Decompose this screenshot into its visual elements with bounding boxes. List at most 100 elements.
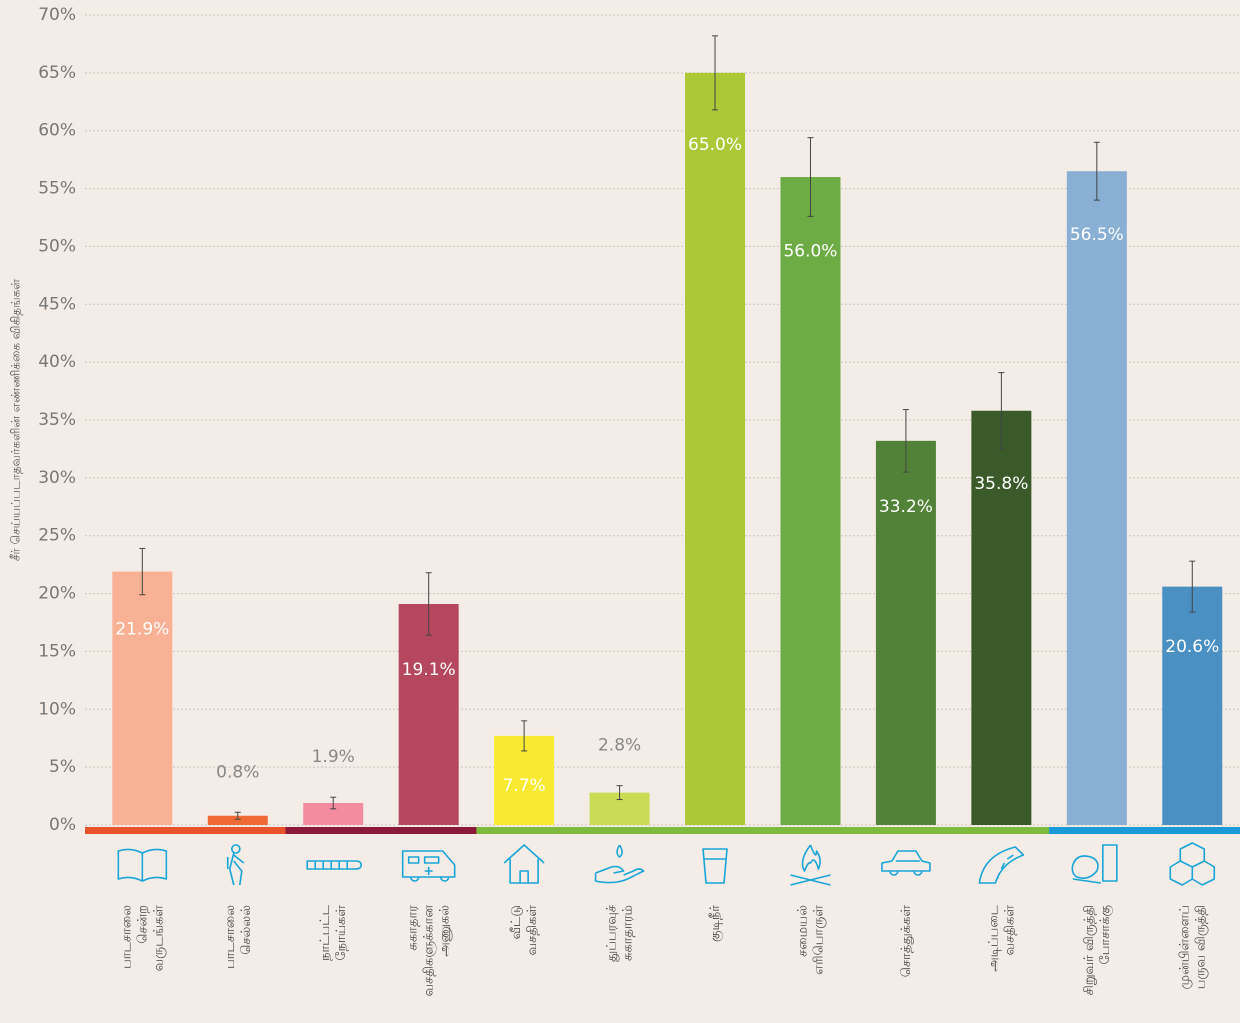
value-label: 65.0% bbox=[688, 135, 742, 155]
baseline-segment bbox=[190, 827, 286, 834]
y-tick-label: 55% bbox=[38, 179, 76, 199]
x-tick-label: சமையல்எரிபொருள் bbox=[795, 905, 826, 975]
y-tick-label: 0% bbox=[49, 815, 76, 835]
category-icon bbox=[978, 846, 1025, 884]
y-tick-label: 65% bbox=[38, 63, 76, 83]
x-tick-label: அடிப்படைவசதிகள் bbox=[986, 904, 1017, 971]
error-bar bbox=[1093, 141, 1100, 201]
x-tick-label-line: குடிநீர் bbox=[708, 905, 723, 942]
y-tick-label: 30% bbox=[38, 468, 76, 488]
category-icon bbox=[226, 844, 245, 886]
bar bbox=[1066, 171, 1127, 825]
x-tick-label: சிறுவர் விருத்திபோசாக்கு bbox=[1081, 905, 1112, 995]
baseline-segment bbox=[380, 827, 477, 834]
category-icon bbox=[117, 848, 168, 882]
baseline-segment bbox=[571, 827, 668, 834]
bar bbox=[398, 603, 459, 825]
bar bbox=[1162, 586, 1223, 825]
baseline-segment bbox=[1144, 827, 1240, 834]
category-icon bbox=[1169, 842, 1216, 886]
x-tick-label: துப்பரவுச்சுகாதாரம் bbox=[604, 905, 635, 962]
x-tick-label-line: அடிப்படை bbox=[986, 904, 1001, 971]
baseline-segment bbox=[285, 827, 382, 834]
bar bbox=[112, 571, 173, 825]
error-bar bbox=[234, 811, 241, 820]
bar bbox=[303, 803, 364, 825]
x-tick-label-line: பருவ விருத்தி bbox=[1193, 905, 1208, 989]
x-tick-label-line: பாடசாலை bbox=[119, 905, 134, 969]
value-label: 35.8% bbox=[974, 474, 1028, 494]
bar bbox=[971, 410, 1032, 825]
category-icon bbox=[306, 860, 363, 870]
x-tick-label-line: சுகாதாரம் bbox=[620, 905, 635, 961]
x-tick-label-line: நாட்பட்ட bbox=[318, 904, 333, 961]
y-tick-label: 70% bbox=[38, 5, 76, 25]
x-tick-label-line: பாடசாலை bbox=[222, 905, 237, 969]
x-tick-label: சொத்துக்கள் bbox=[898, 905, 913, 977]
x-tick-label-line: அணுகல் bbox=[437, 905, 452, 957]
category-icon bbox=[401, 850, 456, 882]
x-tick-label-line: சிறுவர் விருத்தி bbox=[1081, 905, 1096, 995]
x-tick-label: குடிநீர் bbox=[708, 905, 723, 942]
value-label: 19.1% bbox=[402, 660, 456, 680]
x-tick-label-line: துப்பரவுச் bbox=[604, 905, 619, 962]
error-bar bbox=[998, 372, 1005, 450]
value-label: 1.9% bbox=[312, 747, 355, 767]
x-tick-label: பாடசாலைசென்றவருடங்கள் bbox=[119, 905, 166, 972]
y-tick-label: 40% bbox=[38, 352, 76, 372]
value-label: 21.9% bbox=[115, 620, 169, 640]
x-tick-label-line: வருடங்கள் bbox=[151, 905, 166, 972]
x-tick-label-line: முன்பிள்ளைப் bbox=[1177, 905, 1192, 989]
x-tick-label-line: சொத்துக்கள் bbox=[898, 905, 913, 977]
value-label: 33.2% bbox=[879, 497, 933, 517]
error-bar bbox=[521, 720, 528, 752]
value-label: 0.8% bbox=[216, 762, 259, 782]
category-icon bbox=[503, 844, 545, 884]
category-icon bbox=[702, 848, 728, 884]
value-label: 56.0% bbox=[783, 241, 837, 261]
baseline-segment bbox=[1049, 827, 1146, 834]
value-label: 56.5% bbox=[1070, 225, 1124, 245]
y-tick-label: 25% bbox=[38, 526, 76, 546]
baseline-segment bbox=[476, 827, 573, 834]
category-icon bbox=[1071, 844, 1118, 884]
x-tick-label-line: வீட்டு bbox=[509, 905, 524, 939]
y-tick-label: 10% bbox=[38, 699, 76, 719]
error-bar bbox=[425, 572, 432, 636]
bar bbox=[875, 440, 936, 825]
x-tick-label-line: சுகாதார bbox=[405, 905, 420, 951]
category-icon bbox=[790, 844, 831, 886]
y-axis-title: சீர் செய்யப்படாதவர்களின் எண்ணிக்கை விகித… bbox=[9, 279, 23, 561]
x-tick-label-line: வசதிகள் bbox=[1002, 905, 1017, 956]
x-tick-label: சுகாதாரவசதிகளுக்கானஅணுகல் bbox=[405, 905, 452, 997]
x-tick-label-line: நோய்கள் bbox=[334, 905, 349, 961]
y-tick-label: 35% bbox=[38, 410, 76, 430]
error-bar bbox=[1189, 560, 1196, 613]
x-tick-label-line: செல்லல் bbox=[238, 905, 253, 955]
error-bar bbox=[616, 785, 623, 801]
error-bar bbox=[807, 137, 814, 217]
y-tick-label: 5% bbox=[49, 757, 76, 777]
bar bbox=[685, 72, 746, 826]
x-tick-label-line: வசதிகளுக்கான bbox=[421, 905, 436, 997]
x-tick-label: பாடசாலைசெல்லல் bbox=[222, 905, 253, 969]
x-tick-label: வீட்டுவசதிகள் bbox=[509, 905, 540, 956]
x-tick-label-line: வசதிகள் bbox=[525, 905, 540, 956]
value-label: 20.6% bbox=[1165, 637, 1219, 657]
y-tick-label: 45% bbox=[38, 294, 76, 314]
x-tick-label: நாட்பட்டநோய்கள் bbox=[318, 904, 349, 961]
baseline-segment bbox=[762, 827, 859, 834]
error-bar bbox=[712, 35, 719, 111]
y-tick-label: 60% bbox=[38, 121, 76, 141]
baseline-segment bbox=[85, 827, 191, 834]
category-icon bbox=[594, 844, 645, 884]
error-bar bbox=[330, 796, 337, 810]
bar bbox=[780, 177, 841, 825]
baseline-segment bbox=[667, 827, 764, 834]
x-tick-label-line: சமையல் bbox=[795, 905, 810, 957]
baseline-segment bbox=[953, 827, 1050, 834]
category-icon bbox=[881, 850, 931, 876]
x-tick-label-line: போசாக்கு bbox=[1097, 905, 1112, 964]
y-tick-label: 20% bbox=[38, 584, 76, 604]
